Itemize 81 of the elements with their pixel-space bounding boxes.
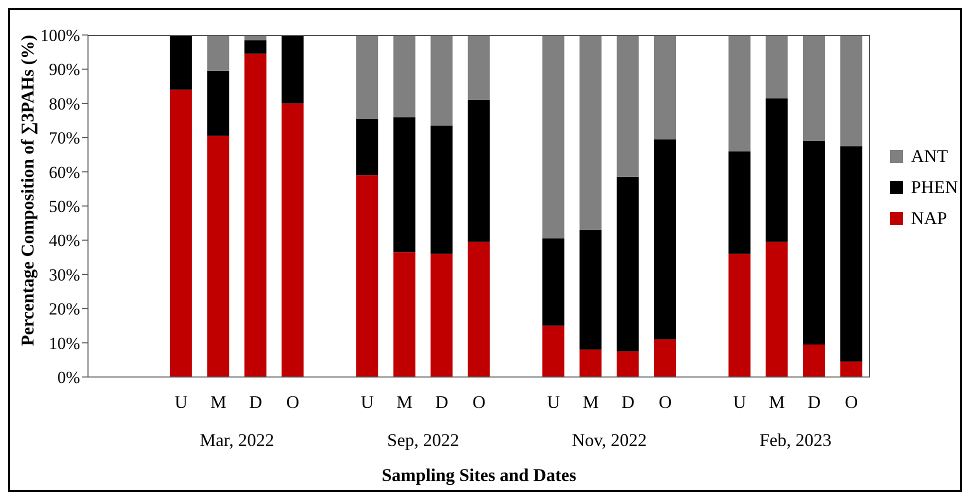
bar xyxy=(207,70,230,136)
bar xyxy=(393,117,416,252)
y-tick-label: 50% xyxy=(48,197,80,216)
bar xyxy=(616,176,639,352)
bar xyxy=(430,126,453,254)
y-tick-label: 20% xyxy=(48,300,80,319)
text: Mar, 2022 xyxy=(198,430,276,451)
bar xyxy=(580,350,602,377)
legend-label: ANT xyxy=(911,146,948,167)
x-tick-label: M xyxy=(582,392,599,412)
y-axis-title: Percentage Composition of ∑3PAHs (%) xyxy=(17,34,38,346)
bar xyxy=(393,252,416,377)
text: Sep, 2022 xyxy=(386,430,460,451)
y-tick-label: 60% xyxy=(48,162,80,182)
bar xyxy=(840,362,862,377)
bar xyxy=(802,35,825,142)
bar xyxy=(170,35,192,90)
x-tick-label: U xyxy=(733,392,746,412)
text: Nov, 2022 xyxy=(570,430,648,451)
bar xyxy=(802,344,825,377)
bar xyxy=(282,35,304,104)
bar xyxy=(580,35,602,230)
bar xyxy=(356,35,378,119)
bar xyxy=(207,136,230,377)
bar xyxy=(728,35,750,152)
bar xyxy=(616,351,639,377)
x-tick-label: D xyxy=(249,392,262,412)
bar xyxy=(468,242,490,377)
bar xyxy=(468,35,490,100)
x-tick-label: D xyxy=(808,392,821,412)
bar xyxy=(580,230,602,350)
bar xyxy=(282,103,304,377)
y-tick-label: 40% xyxy=(48,231,80,250)
x-tick-label: O xyxy=(472,392,486,412)
bar xyxy=(766,242,788,377)
y-tick-label: 30% xyxy=(48,265,80,284)
bar xyxy=(840,146,862,362)
x-tick-label: M xyxy=(396,392,413,412)
x-tick-label: D xyxy=(435,392,448,412)
x-tick-label: U xyxy=(360,392,374,412)
bar xyxy=(468,100,490,242)
bar xyxy=(654,339,676,377)
legend-label: PHEN xyxy=(911,177,958,198)
bar xyxy=(542,238,564,326)
x-tick-label: M xyxy=(768,392,785,412)
bar xyxy=(393,35,416,118)
y-tick-label: 90% xyxy=(48,60,80,80)
bar xyxy=(728,254,750,377)
x-tick-label: O xyxy=(658,392,672,412)
bar xyxy=(616,35,639,177)
bar xyxy=(654,35,676,140)
bar xyxy=(542,326,564,377)
y-tick-label: 0% xyxy=(57,368,80,388)
x-tick-label: D xyxy=(621,392,634,412)
bar xyxy=(802,141,825,345)
y-tick-label: 100% xyxy=(40,26,80,46)
bar xyxy=(356,175,378,377)
x-tick-label: M xyxy=(210,392,226,412)
bar xyxy=(728,151,750,254)
bar xyxy=(244,40,266,54)
x-tick-label: U xyxy=(546,392,560,412)
x-axis-title: Sampling Sites and Dates xyxy=(380,465,578,486)
bar xyxy=(542,35,564,238)
x-tick-label: O xyxy=(844,392,858,412)
legend-label: NAP xyxy=(911,208,948,229)
bar xyxy=(654,139,676,340)
bar xyxy=(840,35,862,146)
x-tick-label: U xyxy=(174,392,188,412)
bar xyxy=(207,35,230,71)
bar xyxy=(430,254,453,377)
text: Feb, 2023 xyxy=(758,430,833,451)
bar xyxy=(430,35,453,126)
bar xyxy=(356,118,378,176)
bar xyxy=(766,98,788,242)
bar xyxy=(170,90,192,377)
bar xyxy=(244,54,266,377)
x-tick-label: O xyxy=(286,392,300,412)
y-tick-label: 10% xyxy=(48,334,80,353)
y-tick-label: 70% xyxy=(48,128,80,148)
bar xyxy=(766,35,788,98)
y-tick-label: 80% xyxy=(48,94,80,114)
